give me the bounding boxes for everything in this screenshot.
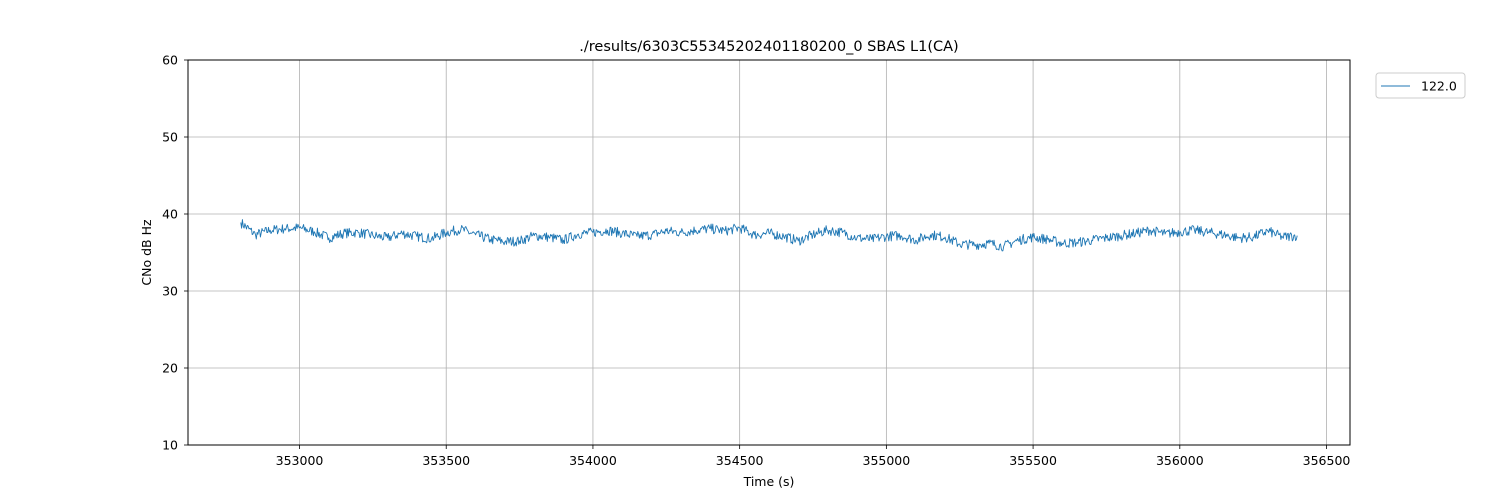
x-tick-label: 356500 [1303,453,1351,468]
x-tick-label: 355500 [1009,453,1057,468]
x-tick-label: 356000 [1156,453,1204,468]
y-tick-label: 50 [162,130,178,145]
x-tick-label: 354000 [569,453,617,468]
y-tick-label: 10 [162,438,178,453]
y-tick-label: 40 [162,207,178,222]
legend: 122.0 [1375,72,1466,99]
y-tick-label: 20 [162,361,178,376]
series-layer [240,219,1298,252]
legend-label-122-0: 122.0 [1421,79,1457,94]
y-tick-label: 60 [162,53,178,68]
x-axis-label: Time (s) [743,474,795,489]
x-tick-label: 354500 [716,453,764,468]
series-line-122-0 [240,219,1298,252]
x-tick-label: 353500 [422,453,470,468]
x-tick-label: 355000 [863,453,911,468]
y-tick-label: 30 [162,284,178,299]
legend-box [1375,72,1466,99]
axis-ticks: 353000 353500 354000 354500 355000 355500 3560… [162,53,1350,469]
y-axis-label: CNo dB Hz [139,219,154,286]
x-tick-label: 353000 [276,453,324,468]
plot-frame [187,59,1351,446]
chart-title: ./results/6303C55345202401180200_0 SBAS … [579,39,958,55]
